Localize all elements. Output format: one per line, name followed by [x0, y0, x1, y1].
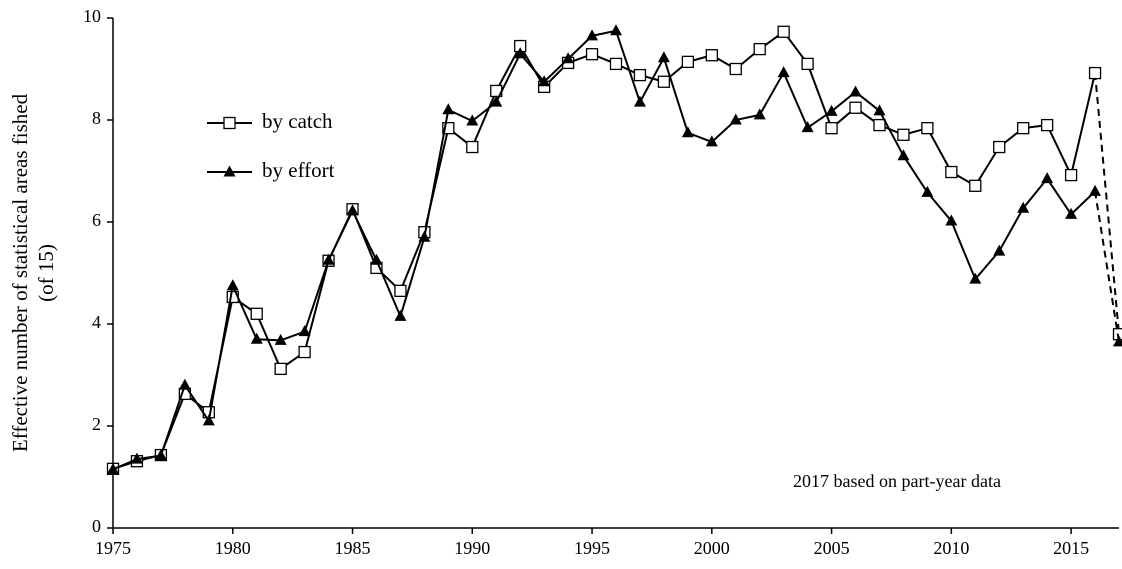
marker	[897, 128, 910, 141]
marker	[849, 85, 862, 97]
marker	[466, 140, 479, 154]
marker	[1064, 168, 1078, 182]
marker	[274, 333, 287, 345]
marker	[753, 108, 766, 120]
marker	[250, 307, 263, 320]
marker	[801, 121, 814, 133]
marker	[466, 114, 479, 126]
marker	[322, 253, 335, 265]
marker	[610, 24, 622, 36]
marker	[226, 279, 239, 291]
y-tick-label: 0	[92, 516, 101, 536]
marker	[1113, 335, 1122, 347]
marker	[609, 57, 623, 71]
marker	[442, 122, 455, 135]
marker	[514, 47, 527, 59]
marker	[250, 332, 263, 344]
marker	[274, 362, 287, 376]
marker	[825, 122, 838, 135]
marker	[1017, 122, 1030, 135]
marker	[753, 42, 766, 56]
marker	[202, 414, 215, 426]
marker	[921, 122, 934, 135]
marker	[825, 104, 838, 116]
line-dashed	[1094, 191, 1120, 343]
legend-marker	[223, 116, 236, 130]
marker	[370, 253, 383, 265]
marker	[873, 104, 886, 116]
marker	[585, 48, 599, 61]
marker	[921, 185, 934, 197]
x-tick-label: 1985	[335, 538, 371, 558]
marker	[298, 345, 311, 359]
marker	[490, 95, 503, 107]
x-tick-label: 1975	[95, 538, 131, 558]
marker	[657, 75, 671, 88]
marker	[1017, 201, 1030, 213]
marker	[1089, 184, 1102, 196]
marker	[107, 462, 119, 474]
legend-label: by effort	[262, 158, 335, 182]
x-tick-label: 2005	[814, 538, 850, 558]
marker	[681, 126, 694, 138]
marker	[945, 165, 958, 179]
marker	[1065, 207, 1078, 219]
marker	[1040, 118, 1054, 132]
x-tick-label: 1980	[215, 538, 251, 558]
marker	[945, 214, 958, 226]
marker	[346, 204, 359, 216]
marker	[394, 284, 407, 298]
marker	[1088, 66, 1102, 80]
marker	[705, 135, 718, 147]
marker	[873, 118, 886, 132]
x-tick-label: 1995	[574, 538, 610, 558]
y-tick-label: 10	[83, 6, 101, 26]
marker	[897, 149, 910, 161]
marker	[586, 29, 599, 41]
marker	[657, 51, 670, 63]
y-axis-label: Effective number of statistical areas fi…	[8, 93, 32, 452]
marker	[442, 103, 455, 115]
marker	[729, 62, 742, 76]
marker	[729, 113, 742, 125]
x-tick-label: 2015	[1053, 538, 1089, 558]
marker	[298, 325, 311, 337]
legend-label: by catch	[262, 109, 333, 133]
marker	[1041, 172, 1054, 184]
marker	[633, 68, 647, 82]
marker	[562, 52, 575, 64]
marker	[969, 179, 982, 192]
line	[112, 29, 1096, 471]
y-tick-label: 8	[92, 108, 101, 128]
marker	[681, 55, 695, 69]
line	[112, 30, 1097, 470]
marker	[993, 140, 1006, 154]
marker	[777, 25, 790, 38]
marker	[777, 66, 790, 78]
marker	[993, 244, 1006, 256]
x-tick-label: 2000	[694, 538, 730, 558]
marker	[418, 230, 431, 242]
y-axis-label: (of 15)	[34, 244, 58, 302]
marker	[849, 101, 862, 114]
marker	[154, 449, 167, 461]
marker	[705, 49, 718, 62]
marker	[969, 272, 982, 284]
x-tick-label: 2010	[933, 538, 969, 558]
legend-marker	[223, 165, 236, 177]
marker	[801, 57, 814, 71]
marker	[538, 75, 551, 87]
x-tick-label: 1990	[454, 538, 490, 558]
marker	[178, 378, 191, 390]
annotation: 2017 based on part-year data	[793, 471, 1001, 491]
marker	[130, 452, 143, 464]
y-tick-label: 6	[92, 210, 101, 230]
marker	[633, 95, 646, 107]
marker	[394, 309, 407, 321]
y-tick-label: 4	[92, 312, 101, 332]
y-tick-label: 2	[92, 414, 101, 434]
line-dashed	[1094, 72, 1120, 335]
